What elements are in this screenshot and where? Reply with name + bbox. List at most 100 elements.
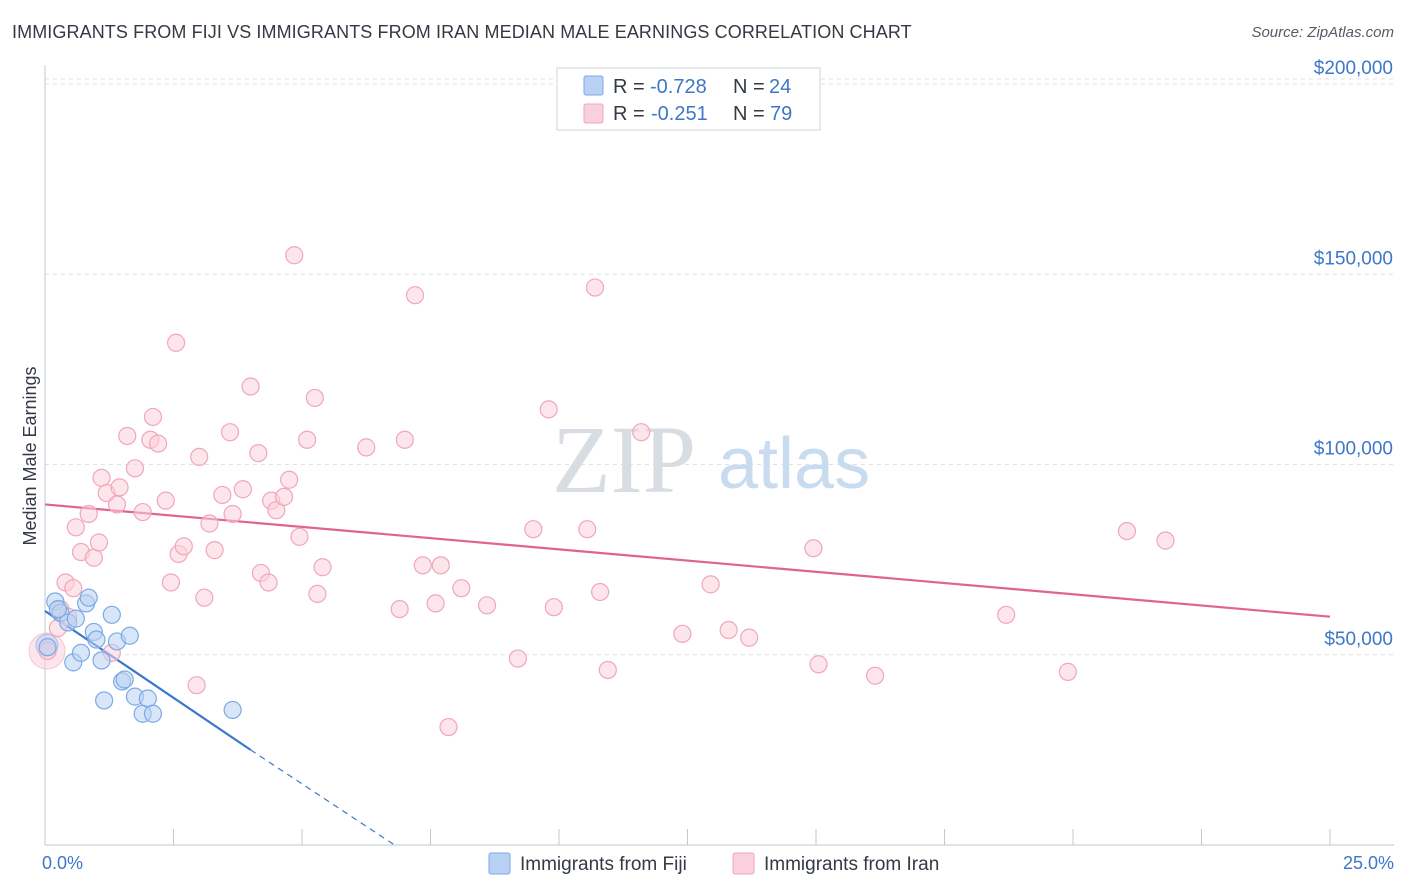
data-point-iran <box>591 582 610 602</box>
series-legend-swatch-fiji <box>488 852 511 875</box>
data-point-iran <box>166 333 186 352</box>
data-point-iran <box>308 584 327 603</box>
data-point-iran <box>233 480 252 499</box>
data-point-fiji <box>48 599 67 619</box>
trend-lines <box>44 503 1331 846</box>
data-point-iran <box>118 426 137 446</box>
legend-r-label-iran: R = <box>613 103 645 125</box>
data-points <box>28 246 1175 737</box>
data-point-iran <box>431 556 450 575</box>
data-point-fiji <box>143 704 163 723</box>
data-point-fiji <box>115 670 134 689</box>
y-tick-label: $50,000 <box>1324 629 1393 650</box>
data-point-iran <box>439 717 458 737</box>
series-legend-label-fiji: Immigrants from Fiji <box>520 854 687 875</box>
gridlines <box>45 78 1394 656</box>
data-point-iran <box>110 478 129 497</box>
data-point-iran <box>241 377 260 396</box>
data-point-fiji <box>102 605 121 624</box>
data-point-fiji <box>223 700 242 720</box>
data-point-iran <box>452 579 471 598</box>
series-legend: Immigrants from Fiji Immigrants from Ira… <box>488 852 939 875</box>
watermark-atlas: atlas <box>718 424 870 504</box>
data-point-iran <box>357 438 376 457</box>
trend-line-fiji <box>44 610 252 751</box>
data-point-iran <box>539 400 558 419</box>
data-point-iran <box>1117 521 1137 541</box>
series-legend-label-iran: Immigrants from Iran <box>764 854 939 875</box>
watermark-zip: ZIP <box>552 406 696 513</box>
data-point-iran <box>249 443 268 463</box>
legend-n-value-fiji: 24 <box>769 76 791 98</box>
data-point-iran <box>195 588 214 607</box>
data-point-iran <box>143 407 163 427</box>
data-point-fiji <box>38 638 57 657</box>
data-point-iran <box>125 459 145 478</box>
legend-swatch-iran <box>583 103 604 124</box>
legend-n-label-iran: N = <box>733 103 765 125</box>
data-point-iran <box>673 624 692 643</box>
data-point-iran <box>578 520 597 539</box>
data-point-iran <box>259 573 278 592</box>
data-point-iran <box>524 520 543 539</box>
legend-box: R = -0.728 N = 24 R = -0.251 N = 79 <box>556 67 821 131</box>
chart-title: IMMIGRANTS FROM FIJI VS IMMIGRANTS FROM … <box>12 22 912 42</box>
data-point-iran <box>79 504 98 524</box>
data-point-iran <box>313 558 332 577</box>
chart-source: Source: ZipAtlas.com <box>1251 24 1394 41</box>
data-point-iran <box>220 423 240 442</box>
data-point-iran <box>598 660 617 680</box>
legend-r-label-fiji: R = <box>613 76 645 98</box>
data-point-iran <box>107 495 127 514</box>
trend-line-extension-fiji <box>250 749 395 846</box>
data-point-iran <box>205 541 224 560</box>
data-point-iran <box>719 620 738 640</box>
data-point-iran <box>701 575 720 594</box>
data-point-fiji <box>79 588 98 607</box>
legend-swatch-fiji <box>583 75 604 96</box>
data-point-iran <box>632 423 651 442</box>
axes: $50,000 $100,000 $150,000 $200,000 0.0% 25.0% <box>42 58 1394 873</box>
data-point-iran <box>213 485 232 505</box>
data-point-iran <box>804 539 823 558</box>
data-point-fiji <box>92 651 111 670</box>
data-point-iran <box>174 537 193 556</box>
data-point-iran <box>866 666 885 685</box>
data-point-iran <box>405 286 425 305</box>
legend-r-value-iran: -0.251 <box>651 103 708 125</box>
data-point-iran <box>395 430 414 449</box>
data-point-fiji <box>87 630 106 649</box>
data-point-iran <box>223 504 242 524</box>
data-point-iran <box>585 278 605 297</box>
legend-n-label-fiji: N = <box>733 76 765 98</box>
x-tick-label: 25.0% <box>1343 853 1394 873</box>
data-point-fiji <box>95 691 114 710</box>
data-point-iran <box>148 434 168 453</box>
data-point-fiji <box>66 609 85 628</box>
data-point-iran <box>1058 662 1077 681</box>
data-point-iran <box>740 628 759 647</box>
data-point-iran <box>92 468 111 487</box>
data-point-iran <box>426 594 445 613</box>
data-point-iran <box>200 514 219 533</box>
data-point-fiji <box>138 689 157 708</box>
data-point-iran <box>285 246 304 265</box>
data-point-iran <box>305 388 324 408</box>
data-point-iran <box>274 487 294 506</box>
y-axis-label: Median Male Earnings <box>20 366 40 545</box>
data-point-iran <box>89 533 109 552</box>
data-point-iran <box>390 599 409 619</box>
data-point-fiji <box>120 626 139 645</box>
data-point-iran <box>413 556 432 575</box>
legend-r-value-fiji: -0.728 <box>650 76 707 98</box>
data-point-iran <box>187 676 206 695</box>
data-point-fiji <box>71 643 91 662</box>
y-tick-label: $150,000 <box>1314 248 1393 269</box>
y-tick-label: $100,000 <box>1314 439 1393 460</box>
x-tick-label: 0.0% <box>42 853 83 873</box>
data-point-iran <box>133 502 152 522</box>
data-point-iran <box>66 518 85 537</box>
legend-n-value-iran: 79 <box>770 103 792 125</box>
data-point-iran <box>508 649 527 668</box>
